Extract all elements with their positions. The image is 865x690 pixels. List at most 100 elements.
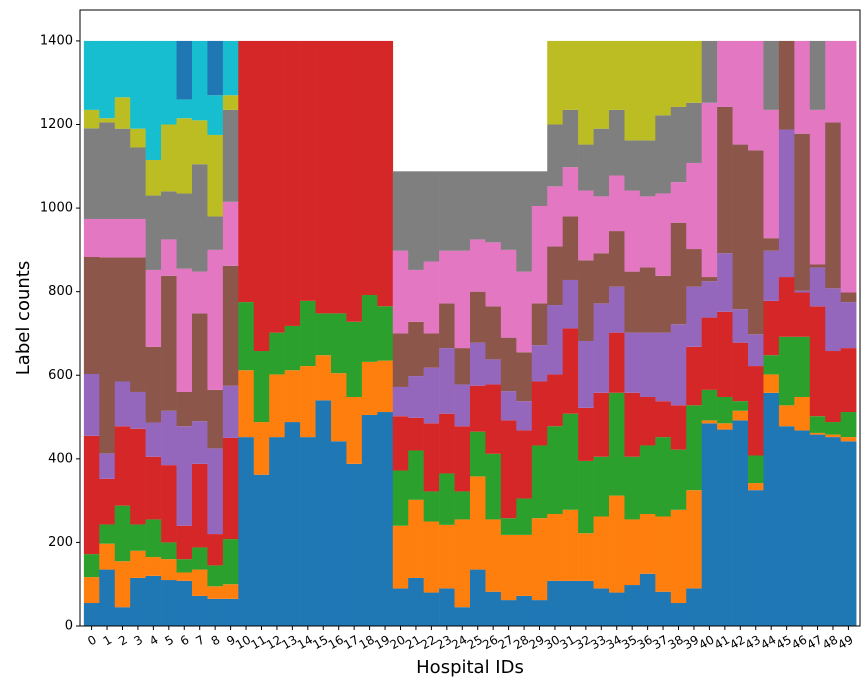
x-tick-label: 30 [542, 633, 562, 653]
bar-segment [809, 432, 826, 435]
bar-segment [748, 150, 764, 335]
bar-segment [207, 40, 224, 96]
bar-segment [639, 40, 656, 141]
bar-segment [161, 275, 177, 411]
y-tick-label: 800 [48, 284, 73, 299]
x-axis-label: Hospital IDs [416, 657, 524, 678]
bar-segment [423, 367, 440, 424]
y-tick-label: 200 [48, 535, 73, 550]
bar-segment [392, 171, 409, 251]
bar-segment [763, 109, 780, 239]
bar-segment [500, 391, 517, 421]
bar-segment [454, 519, 471, 608]
bar-segment [439, 473, 455, 525]
bar-segment [439, 171, 455, 251]
bar-segment [500, 518, 517, 535]
bar-segment [161, 40, 177, 125]
bar-segment [578, 407, 594, 461]
bar-segment [161, 124, 177, 192]
bar-segment [609, 332, 625, 393]
bar-segment [114, 381, 131, 427]
bar-segment [732, 401, 749, 411]
bar-segment [222, 598, 239, 626]
bar-segment [99, 524, 116, 544]
bar-segment [670, 449, 687, 510]
bar-segment [83, 218, 100, 257]
bar-segment [176, 99, 193, 119]
bar-segment [408, 321, 424, 377]
bar-segment [639, 267, 656, 333]
bar-segment [609, 175, 625, 232]
bar-segment [609, 392, 625, 496]
bar-segment [578, 190, 594, 261]
bar-segment [531, 171, 548, 206]
bar-segment [191, 120, 208, 165]
bar-segment [670, 106, 687, 183]
bar-segment [825, 422, 841, 435]
bar-segment [531, 381, 548, 446]
bar-segment [361, 295, 378, 362]
bar-segment [593, 196, 610, 254]
bar-segment [377, 40, 394, 307]
bar-segment [578, 260, 594, 341]
bar-segment [83, 554, 100, 578]
bar-segment [686, 286, 702, 347]
bar-segment [593, 588, 610, 626]
bar-segment [624, 40, 641, 141]
bar-segment [222, 539, 239, 585]
x-tick-label: 13 [279, 633, 299, 653]
x-tick-label: 23 [434, 633, 454, 653]
bar-segment [701, 317, 718, 390]
bar-segment [161, 239, 177, 276]
bar-segment [207, 95, 224, 135]
x-tick-label: 5 [162, 633, 176, 649]
bar-segment [609, 495, 625, 593]
bar-segment [717, 253, 733, 312]
bar-segment [470, 476, 486, 570]
bar-segment [578, 340, 594, 408]
x-tick-label: 27 [496, 633, 516, 653]
bar-segment [300, 366, 316, 438]
bar-segment [562, 167, 579, 217]
bar-segment [655, 332, 672, 402]
bar-segment [840, 40, 857, 293]
bar-segment [655, 591, 672, 626]
bar-segment [639, 396, 656, 446]
bar-segment [176, 572, 193, 581]
bar-segment [470, 291, 486, 343]
bar-segment [686, 490, 702, 589]
bar-segment [161, 559, 177, 581]
bar-segment [145, 195, 162, 270]
bar-segment [609, 231, 625, 287]
bar-segment [130, 524, 146, 551]
bar-segment [639, 573, 656, 626]
x-tick-label: 32 [573, 633, 593, 653]
bar-segment [639, 140, 656, 197]
bar-segment [439, 250, 455, 304]
x-tick-label: 49 [835, 633, 855, 653]
bar-segment [408, 376, 424, 418]
bar-segment [547, 580, 563, 626]
y-tick-label: 1000 [40, 201, 73, 216]
bar-segment [531, 600, 548, 626]
x-tick-label: 42 [727, 633, 747, 653]
y-tick-label: 1200 [40, 117, 73, 132]
bar-segment [99, 569, 116, 626]
bar-segment [655, 193, 672, 276]
bar-segment [670, 405, 687, 450]
bar-segment [408, 499, 424, 578]
bar-segment [593, 516, 610, 589]
bar-segment [191, 569, 208, 596]
bar-segment [222, 385, 239, 438]
bar-segment [778, 129, 795, 278]
bar-segment [624, 392, 641, 457]
bar-segment [794, 133, 811, 291]
bar-segment [83, 128, 100, 219]
x-tick-label: 38 [666, 633, 686, 653]
bar-segment [454, 607, 471, 626]
bar-segment [717, 40, 733, 107]
bar-segment [763, 392, 780, 626]
bar-segment [516, 352, 533, 402]
bar-segment [207, 534, 224, 566]
bar-segment [547, 426, 563, 514]
